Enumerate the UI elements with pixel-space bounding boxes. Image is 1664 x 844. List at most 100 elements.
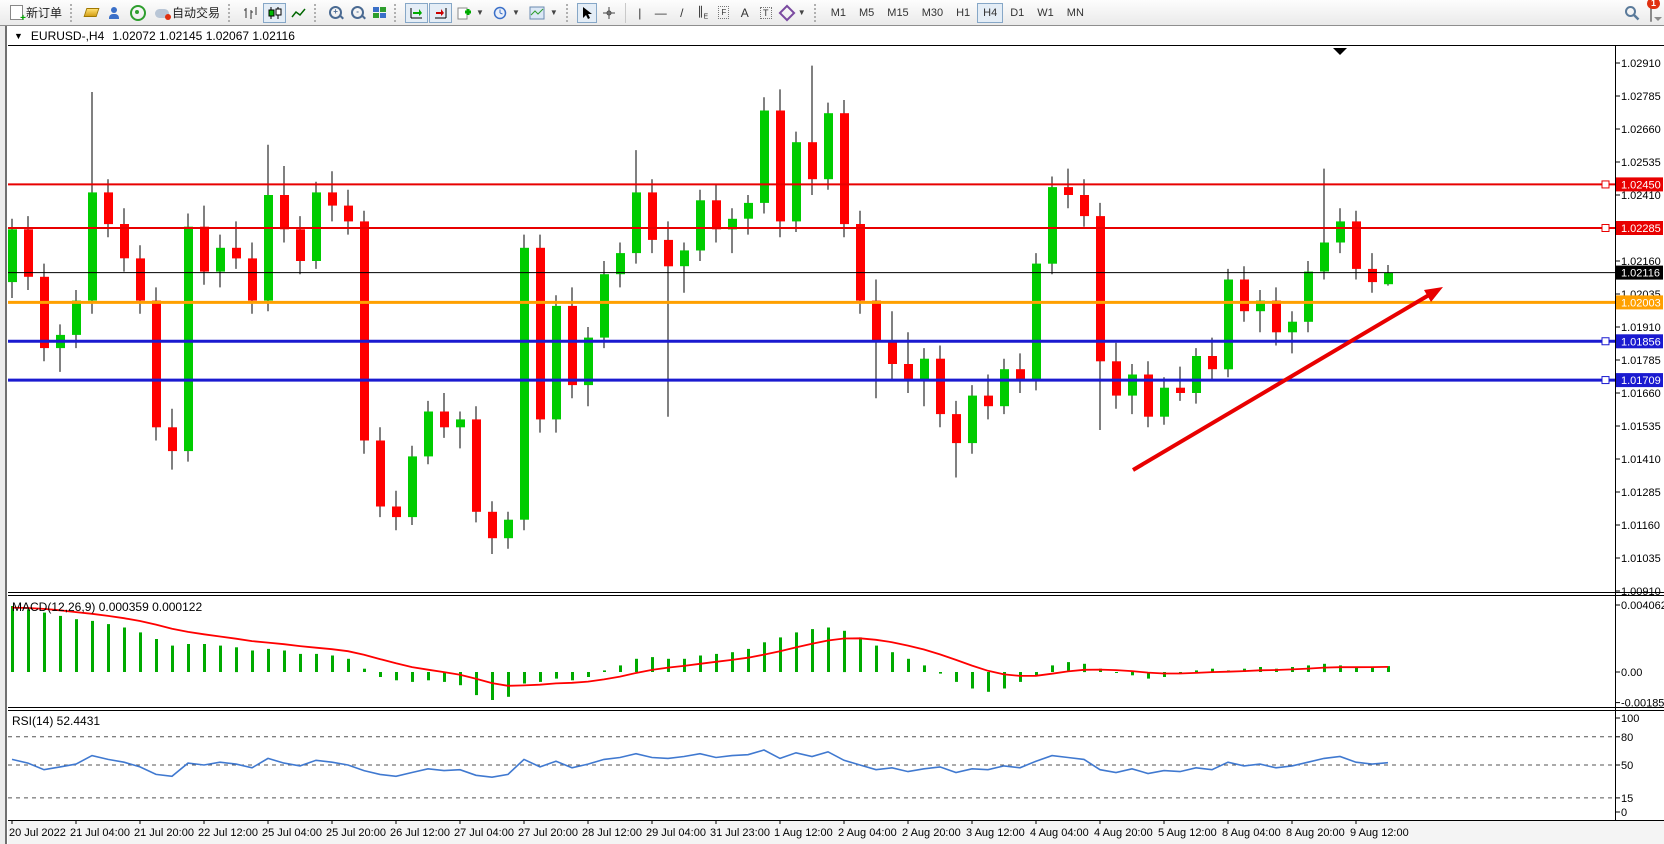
macd-histogram-bar — [1019, 672, 1022, 682]
fibonacci-tool-button[interactable]: F — [714, 3, 734, 23]
candle-body — [136, 258, 145, 301]
date-tick-label: 8 Aug 20:00 — [1286, 827, 1345, 839]
text-label-tool-button[interactable]: T — [756, 3, 776, 23]
templates-button[interactable]: ▼ — [525, 3, 562, 23]
bar-chart-mode-button[interactable] — [239, 3, 262, 23]
date-tick-label: 2 Aug 04:00 — [838, 827, 897, 839]
chart-canvas[interactable]: 1.02910 1.02785 1.02660 1.02535 1.02410 1.021… — [8, 45, 1664, 844]
trendline-tool-button[interactable]: / — [672, 3, 692, 23]
line-handle[interactable] — [1601, 180, 1610, 189]
candle-body — [1336, 221, 1345, 243]
macd-axis[interactable]: 0.004062 0.00 -0.001857 — [1615, 600, 1664, 710]
line-handle[interactable] — [1601, 337, 1610, 346]
candle-body — [536, 247, 545, 420]
candles-layer — [8, 65, 1393, 554]
auto-scroll-button[interactable] — [405, 2, 429, 23]
cursor-tool-button[interactable] — [576, 2, 597, 23]
candle-body — [280, 195, 289, 230]
macd-histogram-bar — [27, 609, 30, 672]
candle-body — [168, 427, 177, 452]
zoom-out-button[interactable]: - — [347, 3, 368, 23]
toolbar-separator — [621, 2, 626, 23]
macd-histogram-bar — [219, 645, 222, 672]
candle-body — [1176, 387, 1185, 393]
vertical-line-tool-button[interactable]: | — [630, 3, 650, 23]
timeframe-button-m5[interactable]: M5 — [859, 6, 875, 19]
chevron-down-icon: ▼ — [549, 8, 558, 17]
timeframe-button-h4[interactable]: H4 — [977, 2, 1004, 23]
macd-histogram-bar — [107, 624, 110, 672]
price-badge — [1616, 373, 1663, 388]
auto-trading-button[interactable]: 自动交易 — [151, 3, 224, 23]
timeframe-button-m30[interactable]: M30 — [921, 6, 944, 19]
chevron-down-icon: ▼ — [797, 8, 806, 17]
macd-histogram-bar — [811, 629, 814, 672]
candle-body — [376, 440, 385, 507]
indicators-button[interactable]: ▼ — [453, 3, 488, 23]
rsi-axis[interactable]: 100 80 50 15 0 — [1615, 713, 1639, 819]
community-button[interactable] — [103, 3, 125, 23]
macd-histogram-bar — [443, 672, 446, 682]
timeframe-button-m1[interactable]: M1 — [830, 6, 846, 19]
line-chart-mode-button[interactable] — [287, 3, 310, 23]
notifications-button[interactable]: 1 — [1646, 0, 1660, 22]
chart-shift-button[interactable] — [429, 2, 453, 23]
new-order-button[interactable]: 新订单 — [6, 3, 66, 24]
market-watch-button[interactable] — [81, 3, 102, 23]
candle-body — [456, 419, 465, 428]
candle-body — [936, 358, 945, 415]
timeframe-button-h1[interactable]: H1 — [956, 6, 971, 19]
macd-histogram-bar — [635, 658, 638, 672]
channel-tool-button[interactable]: ∥E — [693, 3, 713, 23]
candle-body — [1272, 300, 1281, 333]
date-tick-label: 29 Jul 04:00 — [646, 827, 706, 839]
shift-marker-icon[interactable] — [1333, 48, 1347, 55]
macd-histogram-bar — [1147, 672, 1150, 679]
macd-histogram-bar — [1195, 670, 1198, 672]
zoom-in-button[interactable]: + — [325, 3, 346, 23]
periods-button[interactable]: ▼ — [489, 3, 524, 23]
timeframe-button-mn[interactable]: MN — [1066, 6, 1084, 19]
date-tick-label: 5 Aug 12:00 — [1158, 827, 1217, 839]
macd-histogram-bar — [203, 644, 206, 672]
horizontal-line-tool-button[interactable]: — — [651, 3, 671, 23]
macd-histogram-bar — [795, 632, 798, 672]
text-label-icon: T — [760, 6, 772, 19]
shapes-tool-button[interactable]: ▼ — [777, 3, 810, 23]
price-tick-label: 1.01160 — [1621, 520, 1660, 532]
macd-histogram-bar — [75, 619, 78, 672]
price-badge-label: 1.02450 — [1621, 179, 1661, 191]
timeframe-button-w1[interactable]: W1 — [1037, 6, 1054, 19]
line-handle[interactable] — [1601, 376, 1610, 385]
time-axis[interactable]: 20 Jul 2022 21 Jul 04:00 21 Jul 20:00 22 Ju… — [8, 820, 1664, 844]
price-axis[interactable]: 1.02910 1.02785 1.02660 1.02535 1.02410 1.021… — [1615, 58, 1663, 598]
candle-body — [312, 192, 321, 261]
date-tick-label: 31 Jul 23:00 — [710, 827, 770, 839]
line-handle[interactable] — [1601, 224, 1610, 232]
candle-body — [632, 192, 641, 254]
candle-body — [664, 239, 673, 267]
crosshair-tool-button[interactable] — [598, 3, 620, 23]
window-left-edge — [0, 26, 7, 844]
new-order-label: 新订单 — [26, 6, 63, 20]
candle-body — [1384, 272, 1393, 285]
macd-histogram-bar — [747, 648, 750, 672]
tile-windows-button[interactable] — [369, 3, 390, 23]
toolbar-grip — [314, 3, 321, 22]
search-icon[interactable] — [1624, 5, 1640, 21]
timeframe-button-d1[interactable]: D1 — [1010, 6, 1025, 19]
date-tick-label: 25 Jul 20:00 — [326, 827, 386, 839]
text-tool-button[interactable]: A — [735, 3, 755, 23]
price-tick-label: 1.01660 — [1621, 388, 1661, 400]
trend-arrow[interactable] — [1131, 287, 1443, 472]
candle-body — [952, 414, 961, 444]
timeframe-button-m15[interactable]: M15 — [887, 6, 909, 19]
chart-menu-dropdown-icon[interactable]: ▼ — [14, 30, 23, 41]
signals-button[interactable] — [126, 3, 150, 23]
candlestick-mode-button[interactable] — [263, 2, 287, 23]
price-tick-label: 1.01035 — [1621, 553, 1661, 565]
candle-body — [1240, 279, 1249, 312]
macd-histogram-bar — [715, 653, 718, 672]
line-chart-icon — [291, 8, 306, 17]
candle-body — [120, 224, 129, 259]
